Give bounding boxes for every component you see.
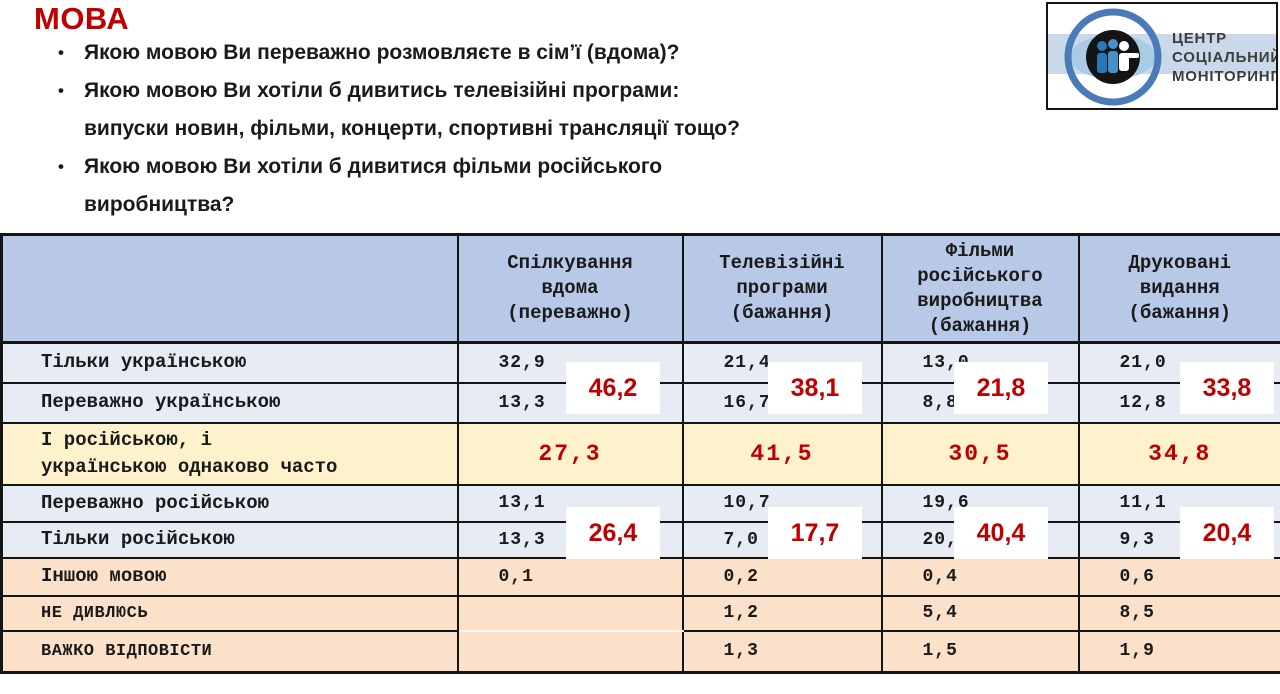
table-row: ВАЖКО ВІДПОВІСТИ 1,3 1,5 1,9	[0, 629, 1280, 674]
row-label: Іншою мовою	[0, 556, 459, 597]
cell-value: 1,2	[681, 594, 883, 632]
list-item: • Якою мовою Ви переважно розмовляєте в …	[58, 34, 798, 72]
logo-text-line: МОНІТОРИНГ	[1172, 68, 1278, 85]
list-item: • Якою мовою Ви хотіли б дивитися фільми…	[58, 148, 798, 224]
logo-text: ЦЕНТР СОЦІАЛЬНИЙ МОНІТОРИНГ	[1172, 29, 1278, 86]
cell-value: 1,3	[681, 629, 883, 674]
cell-value: 11,1	[1077, 483, 1280, 523]
cell-value	[456, 594, 684, 632]
cell-value: 41,5	[681, 421, 883, 486]
table-row: І російською, і українською однаково час…	[0, 421, 1280, 486]
cell-value: 34,8	[1077, 421, 1280, 486]
table-corner-cell	[0, 233, 459, 344]
row-label: Переважно російською	[0, 483, 459, 523]
column-header-print-media: Друковані видання (бажання)	[1077, 233, 1280, 344]
cell-value	[456, 629, 684, 674]
cell-value: 21,0	[1077, 341, 1280, 384]
bullet-icon: •	[58, 81, 64, 100]
row-label: І російською, і українською однаково час…	[0, 421, 459, 486]
cell-value: 1,5	[880, 629, 1080, 674]
cell-value: 5,4	[880, 594, 1080, 632]
callout-ukrainian-sum: 46,2	[566, 362, 660, 414]
bullet-icon: •	[58, 43, 64, 62]
row-label: ВАЖКО ВІДПОВІСТИ	[0, 629, 459, 674]
people-eye-emblem-icon	[1064, 8, 1162, 106]
question-text: Якою мовою Ви переважно розмовляєте в сі…	[84, 41, 680, 64]
bullet-icon: •	[58, 157, 64, 176]
survey-table: Спілкування вдома (переважно) Телевізійн…	[0, 233, 1280, 674]
cell-value: 8,5	[1077, 594, 1280, 632]
table-row: НЕ ДИВЛЮСЬ 1,2 5,4 8,5	[0, 594, 1280, 632]
org-logo: ЦЕНТР СОЦІАЛЬНИЙ МОНІТОРИНГ	[1046, 2, 1278, 110]
column-header-tv-programs: Телевізійні програми (бажання)	[681, 233, 883, 344]
row-label: Переважно українською	[0, 381, 459, 424]
table-header-row: Спілкування вдома (переважно) Телевізійн…	[0, 233, 1280, 344]
logo-text-line: СОЦІАЛЬНИЙ	[1172, 49, 1278, 66]
logo-text-line: ЦЕНТР	[1172, 30, 1227, 47]
cell-value: 0,2	[681, 556, 883, 597]
row-label: Тільки російською	[0, 520, 459, 559]
callout-ukrainian-sum: 21,8	[954, 362, 1048, 414]
question-list: • Якою мовою Ви переважно розмовляєте в …	[58, 34, 798, 262]
row-label: НЕ ДИВЛЮСЬ	[0, 594, 459, 632]
page-title: МОВА	[34, 1, 130, 36]
survey-table-container: Спілкування вдома (переважно) Телевізійн…	[0, 233, 1280, 694]
callout-russian-sum: 26,4	[566, 507, 660, 559]
cell-value: 30,5	[880, 421, 1080, 486]
callout-russian-sum: 20,4	[1180, 507, 1274, 559]
row-label: Тільки українською	[0, 341, 459, 384]
cell-value: 0,4	[880, 556, 1080, 597]
column-header-russian-films: Фільми російського виробництва (бажання)	[880, 233, 1080, 344]
callout-ukrainian-sum: 38,1	[768, 362, 862, 414]
question-text: Якою мовою Ви хотіли б дивитися фільми р…	[84, 155, 663, 216]
callout-russian-sum: 17,7	[768, 507, 862, 559]
cell-value: 0,1	[456, 556, 684, 597]
cell-value: 0,6	[1077, 556, 1280, 597]
cell-value: 27,3	[456, 421, 684, 486]
callout-ukrainian-sum: 33,8	[1180, 362, 1274, 414]
question-text: Якою мовою Ви хотіли б дивитись телевізі…	[84, 79, 740, 140]
cell-value: 1,9	[1077, 629, 1280, 674]
column-header-home-communication: Спілкування вдома (переважно)	[456, 233, 684, 344]
table-row: Іншою мовою 0,1 0,2 0,4 0,6	[0, 556, 1280, 597]
callout-russian-sum: 40,4	[954, 507, 1048, 559]
list-item: • Якою мовою Ви хотіли б дивитись телеві…	[58, 72, 798, 148]
